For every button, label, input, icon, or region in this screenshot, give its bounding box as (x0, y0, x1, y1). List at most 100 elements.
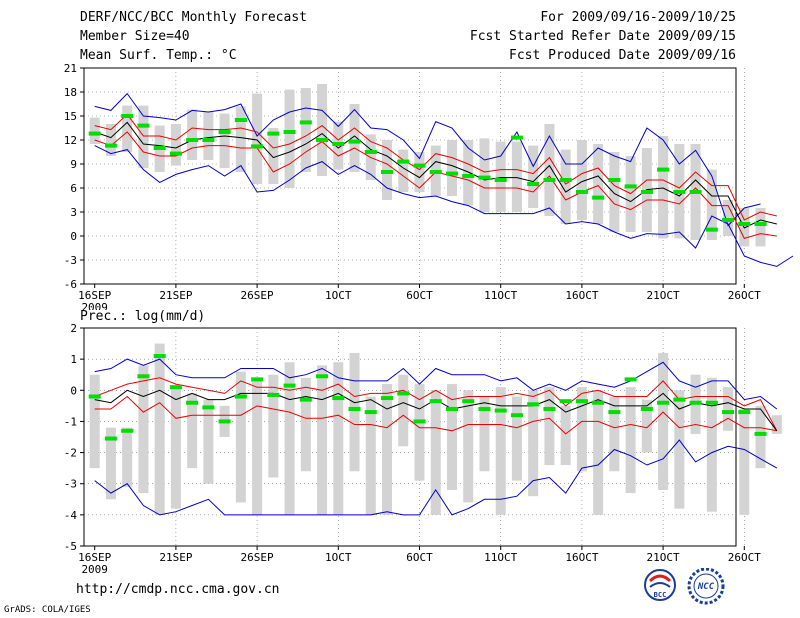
prec-median-marker (722, 410, 735, 415)
prec-y-tick-label: -5 (64, 540, 77, 553)
prec-spread-box (89, 374, 100, 469)
temp-spread-box (268, 128, 279, 184)
temp-median-marker (202, 138, 215, 142)
prec-y-tick-label: -2 (64, 447, 77, 460)
temp-y-tick-label: 18 (64, 86, 77, 99)
temp-median-marker (754, 222, 767, 226)
temp-median-marker (137, 123, 150, 128)
temp-median-marker (332, 142, 345, 146)
temp-spread-box (511, 141, 522, 212)
prec-median-marker (494, 408, 507, 413)
temp-spread-box (187, 109, 198, 160)
prec-spread-box (706, 377, 717, 512)
temp-x-tick-label: 26SEP (241, 289, 274, 302)
prec-median-marker (153, 354, 166, 359)
temp-y-tick-label: 21 (64, 62, 77, 75)
temp-spread-box (495, 141, 506, 212)
prec-x-tick-label: 21SEP (159, 551, 192, 564)
prec-x-tick-label: 26OCT (728, 551, 761, 564)
prec-frame (83, 327, 737, 547)
prec-spread-box (284, 362, 295, 515)
temp-median-marker (104, 143, 117, 148)
logos: BCC NCC (644, 568, 725, 605)
temp-spread-box (219, 113, 230, 168)
prec-spread-box (511, 396, 522, 481)
prec-spread-box (235, 371, 246, 503)
prec-median-marker (137, 374, 150, 379)
prec-spread-box (414, 384, 425, 481)
temp-spread-box (252, 93, 263, 184)
prec-median-marker (267, 392, 280, 397)
temp-median-marker (316, 138, 329, 142)
prec-spread-box (463, 390, 474, 503)
prec-spread-box (317, 365, 328, 515)
temp-y-tick-label: -6 (64, 278, 77, 291)
temp-spread-box (235, 106, 246, 172)
prec-median-marker (445, 406, 458, 411)
prec-spread-box (138, 365, 149, 494)
temp-x-tick-label: 21SEP (159, 289, 192, 302)
temp-median-marker (234, 118, 247, 122)
prec-median-marker (754, 431, 767, 436)
temp-spread-box (414, 152, 425, 192)
bcc-logo-text: BCC (654, 591, 667, 599)
prec-median-marker (624, 377, 637, 382)
prec-median-marker (413, 419, 426, 424)
temp-x-tick-label: 21OCT (647, 289, 680, 302)
prec-spread-box (576, 387, 587, 472)
prec-spread-box (349, 352, 360, 472)
temp-median-marker (445, 171, 458, 176)
prec-median-marker (608, 410, 621, 415)
forecast-period: For 2009/09/16-2009/10/25 (540, 10, 736, 25)
prec-y-tick-label: 0 (70, 384, 77, 397)
prec-median-marker (397, 391, 410, 396)
temp-y-tick-label: 9 (70, 158, 77, 171)
temp-spread-box (609, 152, 620, 232)
prec-max-line (94, 358, 778, 410)
temp-median-marker (673, 190, 686, 194)
temp-median-marker (381, 170, 394, 174)
temp-median-marker (738, 222, 751, 226)
prec-spread-box (446, 384, 457, 490)
temp-spread-box (349, 104, 360, 172)
prec-y-tick-label: 2 (70, 322, 77, 335)
temp-spread-box (479, 138, 490, 212)
temp-x-tick-label: 16OCT (565, 289, 598, 302)
temp-median-marker (267, 131, 280, 136)
prec-spread-box (365, 396, 376, 515)
prec-median-marker (429, 399, 442, 404)
temp-median-marker (689, 190, 702, 194)
temp-median-marker (608, 178, 621, 182)
prec-spread-box (495, 387, 506, 515)
prec-spread-box (268, 374, 279, 478)
prec-spread-box (300, 377, 311, 472)
prec-x-year-label: 2009 (81, 563, 108, 576)
prec-median-marker (169, 385, 182, 390)
prec-spread-box (755, 405, 766, 469)
temp-x-tick-label: 6OCT (406, 289, 433, 302)
temp-median-marker (592, 195, 605, 200)
prec-spread-box (479, 396, 490, 472)
temp-median-marker (543, 178, 556, 182)
temp-median-marker (169, 151, 182, 156)
temp-y-tick-label: 6 (70, 182, 77, 195)
prec-spread-box (528, 390, 539, 497)
temp-spread-box (122, 105, 133, 152)
temp-median-marker (657, 167, 670, 172)
ncc-logo-text: NCC (697, 582, 715, 592)
prec-spread-box (187, 393, 198, 469)
temp-spread-box (284, 89, 295, 188)
temp-x-year-label: 2009 (81, 301, 108, 310)
prec-spread-box (609, 396, 620, 472)
temp-spread-box (105, 124, 116, 156)
temp-spread-box (706, 169, 717, 240)
prec-x-tick-label: 16OCT (565, 551, 598, 564)
prec-median-marker (186, 400, 199, 405)
prec-spread-box (674, 390, 685, 509)
prec-median-marker (510, 413, 523, 418)
temp-y-tick-label: 15 (64, 110, 77, 123)
temp-spread-box (203, 112, 214, 160)
temp-spread-box (544, 124, 555, 216)
website-url[interactable]: http://cmdp.ncc.cma.gov.cn (76, 582, 280, 597)
prec-median-marker (673, 397, 686, 402)
